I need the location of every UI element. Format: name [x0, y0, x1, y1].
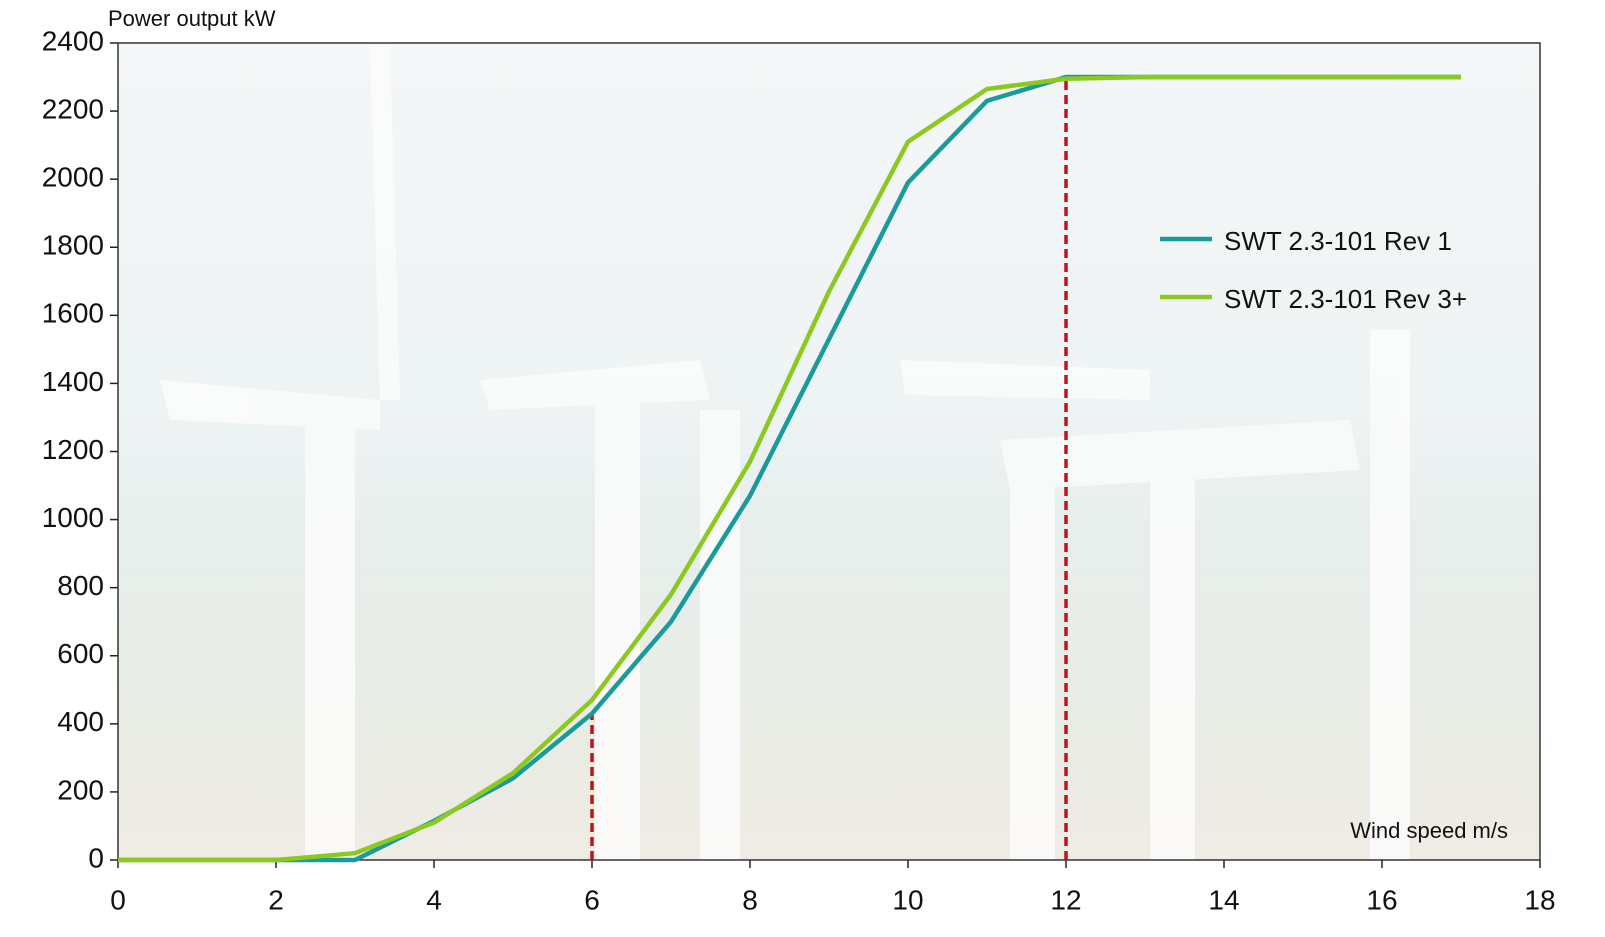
- y-tick-label: 0: [88, 842, 104, 873]
- x-tick-label: 8: [742, 884, 758, 915]
- y-tick-label: 800: [57, 570, 104, 601]
- y-tick-label: 1000: [42, 502, 104, 533]
- y-tick-label: 2000: [42, 162, 104, 193]
- x-tick-label: 16: [1366, 884, 1397, 915]
- y-tick-label: 1200: [42, 434, 104, 465]
- y-tick-label: 400: [57, 706, 104, 737]
- y-axis-title: Power output kW: [108, 6, 276, 31]
- y-tick-label: 1800: [42, 230, 104, 261]
- y-tick-label: 2200: [42, 93, 104, 124]
- legend-label: SWT 2.3-101 Rev 1: [1224, 226, 1452, 256]
- y-tick-label: 1600: [42, 298, 104, 329]
- y-tick-label: 2400: [42, 25, 104, 56]
- y-tick-label: 600: [57, 638, 104, 669]
- legend-label: SWT 2.3-101 Rev 3+: [1224, 284, 1467, 314]
- y-tick-label: 1400: [42, 366, 104, 397]
- x-tick-label: 18: [1524, 884, 1555, 915]
- x-axis-title: Wind speed m/s: [1350, 818, 1508, 843]
- x-tick-label: 14: [1208, 884, 1239, 915]
- plot-frame: [117, 42, 1541, 861]
- background-turbines: [160, 45, 1410, 860]
- y-tick-label: 200: [57, 774, 104, 805]
- x-tick-label: 4: [426, 884, 442, 915]
- x-tick-label: 10: [892, 884, 923, 915]
- x-tick-label: 12: [1050, 884, 1081, 915]
- x-tick-label: 6: [584, 884, 600, 915]
- x-tick-label: 2: [268, 884, 284, 915]
- series-line: [118, 74, 1461, 863]
- x-tick-label: 0: [110, 884, 126, 915]
